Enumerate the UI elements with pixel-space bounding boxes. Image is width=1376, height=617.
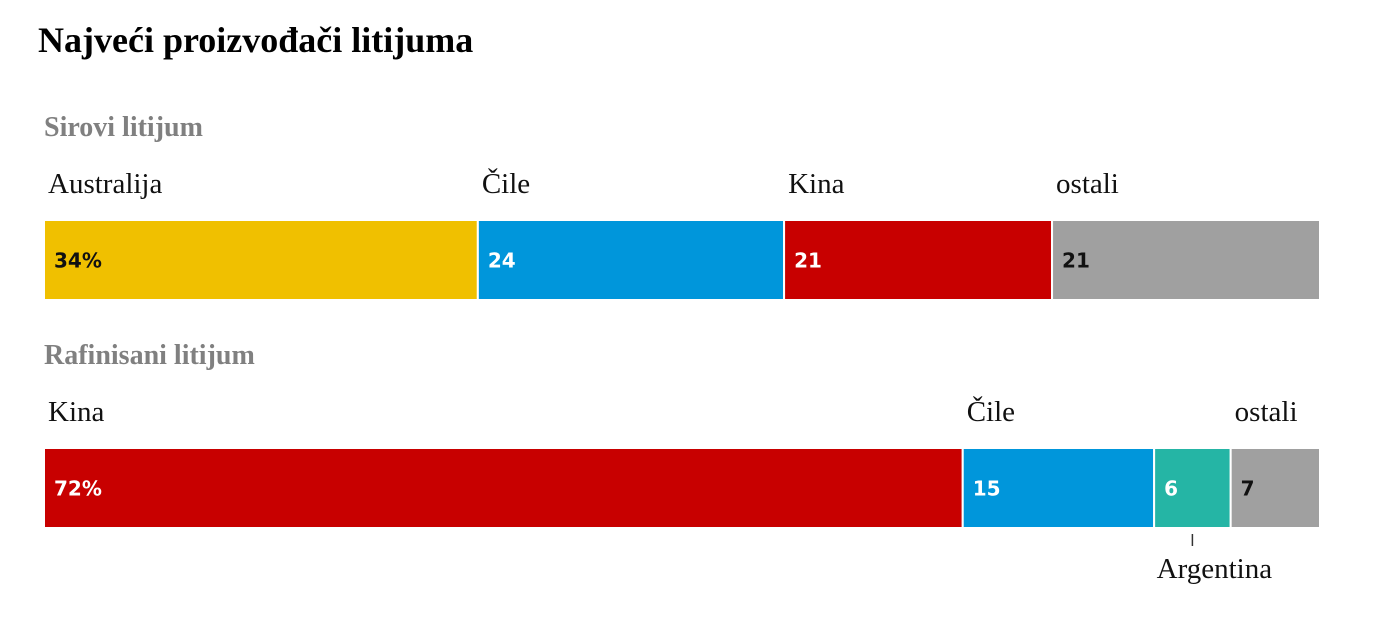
value-label: 24 bbox=[488, 249, 516, 273]
bar-segment bbox=[43, 219, 479, 301]
value-label: 7 bbox=[1241, 477, 1255, 501]
series-label: Argentina bbox=[1157, 553, 1273, 585]
series-label: Čile bbox=[967, 395, 1015, 428]
bar-segment bbox=[43, 447, 964, 529]
value-label: 6 bbox=[1164, 477, 1178, 501]
series-label: Australija bbox=[48, 168, 162, 200]
value-label: 21 bbox=[794, 249, 822, 273]
chart-title: Najveći proizvođači litijuma bbox=[38, 20, 473, 60]
series-label: Čile bbox=[482, 167, 530, 200]
bar-segment bbox=[961, 447, 1156, 529]
series-label: ostali bbox=[1056, 168, 1119, 200]
value-label: 34% bbox=[54, 249, 102, 273]
series-label: ostali bbox=[1235, 396, 1298, 428]
value-label: 21 bbox=[1062, 249, 1090, 273]
series-label: Kina bbox=[48, 396, 105, 428]
value-label: 72% bbox=[54, 477, 102, 501]
value-label: 15 bbox=[973, 477, 1001, 501]
bar-segment bbox=[1051, 219, 1322, 301]
chart-subtitle: Rafinisani litijum bbox=[44, 340, 255, 371]
bar-segment bbox=[476, 219, 786, 301]
bar-segment bbox=[1229, 447, 1322, 529]
bar-segment bbox=[783, 219, 1054, 301]
series-label: Kina bbox=[788, 168, 845, 200]
bar-segment bbox=[1153, 447, 1232, 529]
chart-subtitle: Sirovi litijum bbox=[44, 112, 203, 143]
